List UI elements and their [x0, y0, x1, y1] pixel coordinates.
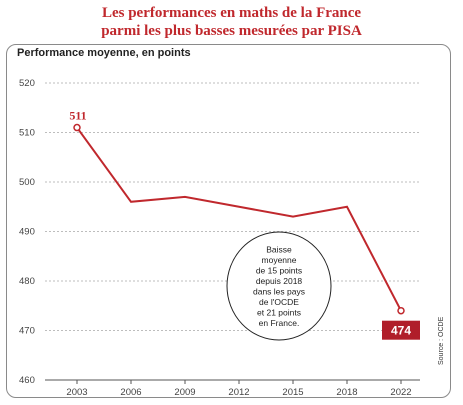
x-tick-label-2018: 2018: [336, 387, 357, 398]
y-tick-label-520: 520: [19, 78, 35, 89]
data-label-474: 474: [391, 324, 411, 338]
y-tick-label-480: 480: [19, 276, 35, 287]
annotation-line-3: de 15 points: [256, 265, 302, 275]
annotation-line-4: depuis 2018: [256, 276, 303, 286]
y-tick-label-470: 470: [19, 326, 35, 337]
x-tick-label-2022: 2022: [390, 387, 411, 398]
y-tick-label-490: 490: [19, 227, 35, 238]
x-tick-label-2009: 2009: [174, 387, 195, 398]
x-tick-label-2003: 2003: [66, 387, 87, 398]
chart-frame: [6, 44, 451, 398]
chart-title-line-1: Les performances en maths de la France: [101, 5, 362, 21]
annotation-line-5: dans les pays: [253, 286, 305, 296]
chart-title-line-2: parmi les plus basses mesurées par PISA: [101, 23, 362, 39]
data-point-2003: [73, 123, 81, 132]
data-point-2022: [397, 306, 405, 315]
annotation-line-2: moyenne: [262, 255, 297, 265]
data-label-box-474: [382, 320, 420, 340]
chart-title: Les performances en maths de la France p…: [0, 4, 463, 40]
annotation-line-6: de l'OCDE: [259, 297, 299, 307]
annotation-line-7: et 21 points: [257, 307, 301, 317]
x-tick-label-2006: 2006: [120, 387, 141, 398]
y-tick-label-500: 500: [19, 177, 35, 188]
annotation-line-8: en France.: [259, 318, 300, 328]
y-tick-label-460: 460: [19, 375, 35, 386]
annotation-line-1: Baisse: [266, 244, 292, 254]
x-tick-label-2012: 2012: [228, 387, 249, 398]
annotation-callout: [226, 231, 332, 341]
x-tick-label-2015: 2015: [282, 387, 303, 398]
y-axis-label: Performance moyenne, en points: [17, 47, 191, 59]
data-label-511: 511: [69, 109, 86, 123]
series-line: [76, 126, 402, 312]
y-tick-label-510: 510: [19, 128, 35, 139]
